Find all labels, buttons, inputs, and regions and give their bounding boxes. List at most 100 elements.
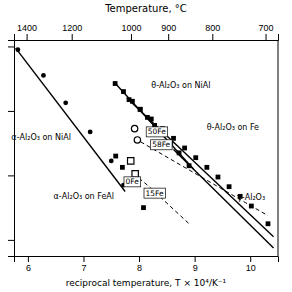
annotation: 15Fe bbox=[144, 188, 165, 198]
tick: 6 bbox=[26, 256, 31, 273]
line bbox=[114, 82, 193, 169]
point bbox=[204, 165, 209, 170]
tick-mark bbox=[131, 34, 132, 40]
point bbox=[41, 73, 46, 78]
tick-label: 800 bbox=[205, 23, 220, 33]
tick-mark bbox=[195, 256, 196, 262]
point bbox=[149, 117, 154, 122]
tick-mark bbox=[72, 34, 73, 40]
point bbox=[134, 137, 140, 143]
annotation-text: 50Fe bbox=[148, 127, 166, 136]
tick-label: 700 bbox=[259, 23, 274, 33]
point bbox=[113, 81, 118, 86]
point bbox=[15, 47, 20, 52]
point bbox=[127, 97, 132, 102]
annotation: 0Fe bbox=[124, 177, 141, 187]
point bbox=[113, 154, 118, 159]
annotation: γ-Al₂O₃ bbox=[237, 193, 265, 202]
y-axis bbox=[8, 41, 15, 257]
plot-area bbox=[15, 47, 273, 248]
annotation-text: 0Fe bbox=[125, 177, 139, 186]
line bbox=[133, 174, 189, 224]
tick-mark bbox=[168, 34, 169, 40]
annotation: α-Al₂O₃ on FeAl bbox=[54, 192, 114, 201]
tick: 900 bbox=[161, 23, 176, 40]
annotation: α-Al₂O₃ on NiAl bbox=[11, 133, 71, 142]
tick-mark bbox=[266, 34, 267, 40]
tick-mark bbox=[139, 256, 140, 262]
tick-label: 7 bbox=[81, 263, 86, 273]
annotation-box bbox=[144, 188, 165, 198]
tick: 1000 bbox=[121, 23, 141, 40]
annotation: 58Fe bbox=[151, 140, 172, 150]
annotation-box bbox=[151, 140, 172, 150]
tick-label: 1000 bbox=[121, 23, 141, 33]
annotation-box bbox=[124, 177, 141, 187]
point bbox=[227, 184, 232, 189]
point bbox=[138, 107, 143, 112]
annotation-text: 15Fe bbox=[145, 189, 163, 198]
tick-mark bbox=[250, 256, 251, 262]
frame-line bbox=[278, 40, 279, 256]
axis-line bbox=[15, 34, 279, 41]
tick: 700 bbox=[259, 23, 274, 40]
point bbox=[266, 221, 271, 226]
tick-label: 900 bbox=[161, 23, 176, 33]
annotation: θ-Al₂O₃ on Fe bbox=[207, 123, 259, 132]
tick-mark bbox=[212, 34, 213, 40]
point bbox=[193, 155, 198, 160]
axis-line bbox=[15, 257, 279, 263]
point bbox=[63, 100, 68, 105]
title: Temperature, °C bbox=[104, 3, 187, 14]
tick: 8 bbox=[137, 256, 142, 273]
line bbox=[135, 138, 268, 215]
point bbox=[138, 107, 143, 112]
x2-axis: 1400 1200 1000 900 800 700 bbox=[15, 23, 279, 41]
point bbox=[182, 146, 187, 151]
tick bbox=[8, 111, 14, 112]
tick-mark bbox=[8, 175, 14, 176]
annotation-text: θ-Al₂O₃ on NiAl bbox=[151, 81, 210, 90]
line bbox=[16, 48, 125, 191]
tick bbox=[8, 46, 14, 47]
tick-label: 8 bbox=[137, 263, 142, 273]
tick-label: 10 bbox=[246, 263, 256, 273]
point bbox=[121, 89, 126, 94]
tick: 1400 bbox=[17, 23, 37, 40]
annotation: 50Fe bbox=[146, 127, 167, 137]
tick-mark bbox=[28, 256, 29, 262]
point bbox=[216, 175, 221, 180]
tick: 10 bbox=[246, 256, 256, 273]
annotation-box bbox=[146, 127, 167, 137]
point bbox=[131, 125, 137, 131]
annotation-text: 58Fe bbox=[152, 140, 170, 149]
tick bbox=[8, 175, 14, 176]
point bbox=[109, 158, 114, 163]
axis-line bbox=[8, 41, 15, 257]
tick-label: 6 bbox=[26, 263, 31, 273]
x-axis: 6 7 8 9 10 bbox=[15, 256, 279, 273]
point bbox=[132, 171, 138, 177]
tick: 9 bbox=[193, 256, 198, 273]
tick-mark bbox=[83, 256, 84, 262]
tick-label: 9 bbox=[193, 263, 198, 273]
x-axis-title: reciprocal temperature, T × 10⁴/K⁻¹ bbox=[66, 278, 227, 288]
tick-mark bbox=[8, 111, 14, 112]
tick: 800 bbox=[205, 23, 220, 40]
point bbox=[141, 205, 146, 210]
tick: 1200 bbox=[62, 23, 82, 40]
tick: 7 bbox=[81, 256, 86, 273]
tick-mark bbox=[27, 34, 28, 40]
tick-mark bbox=[8, 46, 14, 47]
tick-mark bbox=[8, 240, 14, 241]
annotation-text: γ-Al₂O₃ bbox=[237, 193, 265, 202]
tick bbox=[8, 240, 14, 241]
annotation: θ-Al₂O₃ on NiAl bbox=[151, 81, 210, 90]
annotation-text: α-Al₂O₃ on FeAl bbox=[54, 192, 114, 201]
point bbox=[128, 158, 134, 164]
annotation-text: α-Al₂O₃ on NiAl bbox=[11, 133, 71, 142]
tick-label: 1400 bbox=[17, 23, 37, 33]
point bbox=[120, 165, 125, 170]
line bbox=[174, 150, 274, 248]
annotation-text: θ-Al₂O₃ on Fe bbox=[207, 123, 259, 132]
